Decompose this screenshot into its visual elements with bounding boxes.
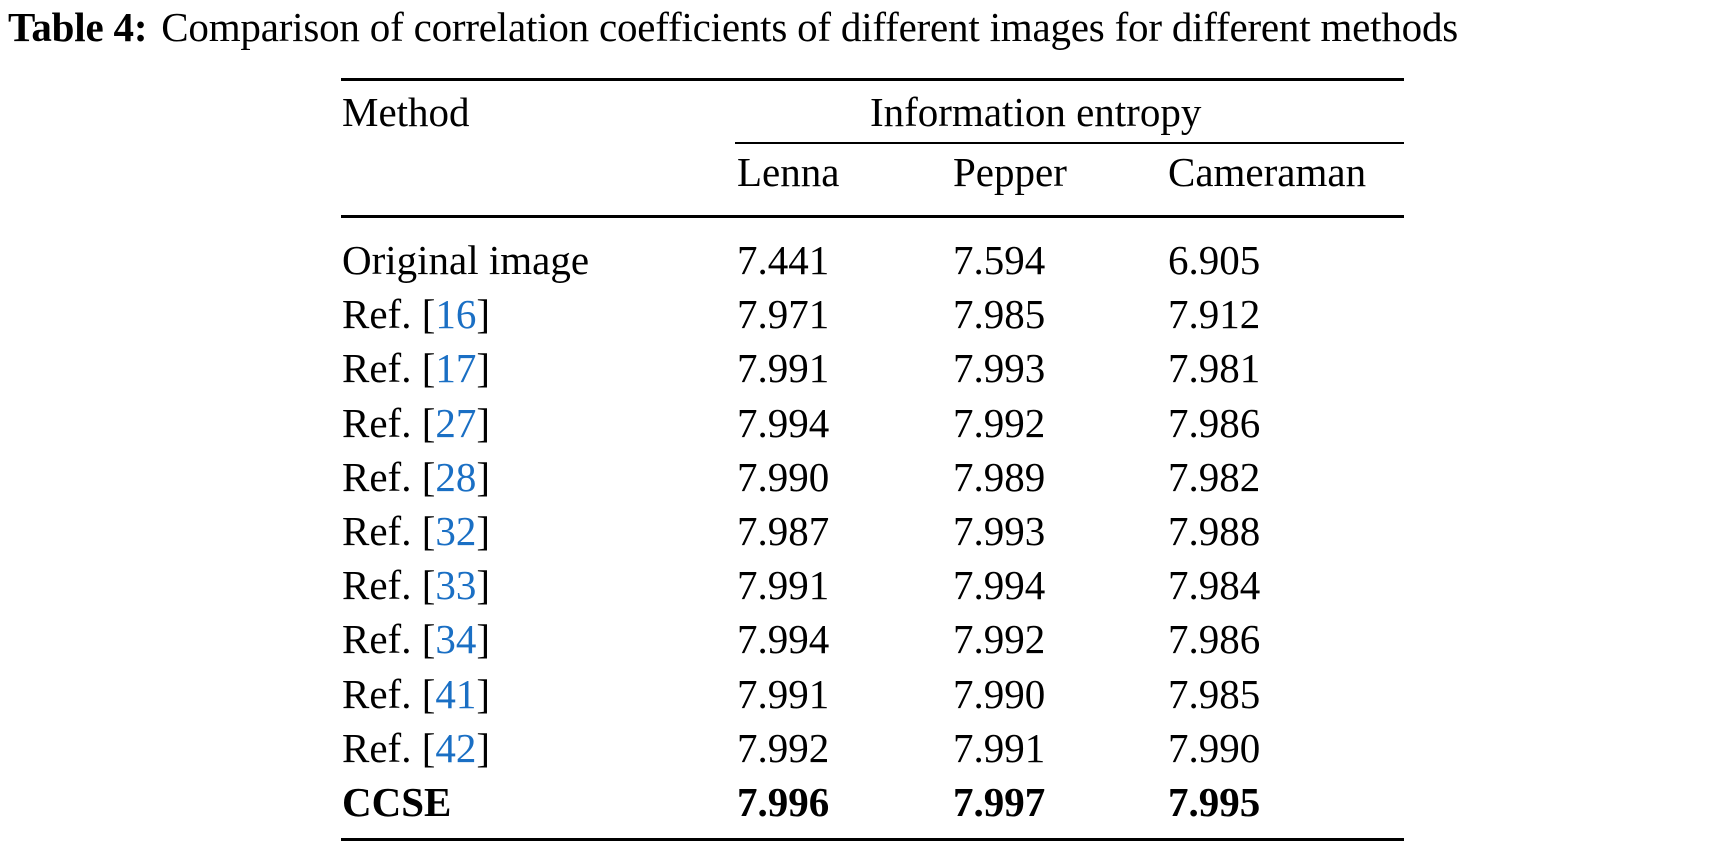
- value-cameraman: 7.990: [1168, 725, 1261, 771]
- value-cameraman: 7.985: [1168, 671, 1261, 717]
- value-pepper: 7.992: [953, 616, 1046, 662]
- value-cameraman: 7.995: [1168, 779, 1261, 825]
- bottom-rule: [341, 838, 1404, 841]
- reference-link[interactable]: 34: [435, 616, 477, 662]
- value-lenna: 7.987: [737, 508, 830, 554]
- value-cameraman: 7.988: [1168, 508, 1261, 554]
- header-lenna: Lenna: [737, 149, 840, 195]
- value-lenna: 7.991: [737, 562, 830, 608]
- value-lenna: 7.994: [737, 616, 830, 662]
- bracket-close: ]: [476, 562, 491, 608]
- value-pepper: 7.985: [953, 291, 1046, 337]
- bracket-close: ]: [476, 400, 491, 446]
- table-caption: Table 4: Comparison of correlation coeffi…: [8, 2, 1458, 52]
- value-cameraman: 7.984: [1168, 562, 1261, 608]
- reference-link[interactable]: 27: [435, 400, 477, 446]
- value-cameraman: 7.986: [1168, 616, 1261, 662]
- bracket-close: ]: [476, 454, 491, 500]
- method-label: Ref. [: [342, 508, 436, 554]
- value-pepper: 7.997: [953, 779, 1046, 825]
- row-method: Ref. [42]: [342, 724, 490, 772]
- top-rule: [341, 78, 1404, 81]
- value-lenna: 7.996: [737, 779, 830, 825]
- value-lenna: 7.441: [737, 237, 830, 283]
- reference-link[interactable]: 17: [435, 345, 477, 391]
- value-lenna: 7.991: [737, 671, 830, 717]
- reference-link[interactable]: 28: [435, 454, 477, 500]
- header-method: Method: [342, 89, 470, 135]
- value-cameraman: 6.905: [1168, 237, 1261, 283]
- value-pepper: 7.992: [953, 400, 1046, 446]
- bracket-close: ]: [476, 508, 491, 554]
- reference-link[interactable]: 16: [435, 291, 477, 337]
- method-label: Ref. [: [342, 725, 436, 771]
- value-cameraman: 7.981: [1168, 345, 1261, 391]
- method-label: CCSE: [342, 779, 452, 825]
- header-cameraman: Cameraman: [1168, 149, 1367, 195]
- method-label: Ref. [: [342, 454, 436, 500]
- method-label: Ref. [: [342, 291, 436, 337]
- row-method: Ref. [28]: [342, 453, 490, 501]
- value-cameraman: 7.912: [1168, 291, 1261, 337]
- value-lenna: 7.971: [737, 291, 830, 337]
- value-pepper: 7.993: [953, 508, 1046, 554]
- row-method: Ref. [17]: [342, 344, 490, 392]
- header-rule: [341, 215, 1404, 218]
- value-lenna: 7.990: [737, 454, 830, 500]
- method-label: Ref. [: [342, 616, 436, 662]
- value-cameraman: 7.982: [1168, 454, 1261, 500]
- bracket-close: ]: [476, 616, 491, 662]
- row-method: Ref. [32]: [342, 507, 490, 555]
- reference-link[interactable]: 41: [435, 671, 477, 717]
- method-label: Ref. [: [342, 671, 436, 717]
- row-method: Original image: [342, 236, 589, 284]
- reference-link[interactable]: 32: [435, 508, 477, 554]
- value-pepper: 7.594: [953, 237, 1046, 283]
- row-method: Ref. [33]: [342, 561, 490, 609]
- header-information-entropy: Information entropy: [870, 89, 1202, 135]
- row-method: Ref. [41]: [342, 670, 490, 718]
- value-lenna: 7.991: [737, 345, 830, 391]
- caption-text: Comparison of correlation coefficients o…: [161, 4, 1459, 50]
- value-pepper: 7.990: [953, 671, 1046, 717]
- bracket-close: ]: [476, 671, 491, 717]
- value-cameraman: 7.986: [1168, 400, 1261, 446]
- group-rule: [735, 142, 1404, 144]
- value-pepper: 7.994: [953, 562, 1046, 608]
- bracket-close: ]: [476, 345, 491, 391]
- method-label: Ref. [: [342, 345, 436, 391]
- bracket-close: ]: [476, 291, 491, 337]
- row-method: CCSE: [342, 778, 451, 826]
- value-lenna: 7.992: [737, 725, 830, 771]
- value-pepper: 7.991: [953, 725, 1046, 771]
- value-pepper: 7.989: [953, 454, 1046, 500]
- caption-label: Table 4:: [8, 4, 148, 50]
- method-label: Ref. [: [342, 400, 436, 446]
- method-label: Ref. [: [342, 562, 436, 608]
- reference-link[interactable]: 33: [435, 562, 477, 608]
- row-method: Ref. [16]: [342, 290, 490, 338]
- reference-link[interactable]: 42: [435, 725, 477, 771]
- row-method: Ref. [27]: [342, 399, 490, 447]
- row-method: Ref. [34]: [342, 615, 490, 663]
- header-pepper: Pepper: [953, 149, 1067, 195]
- bracket-close: ]: [476, 725, 491, 771]
- value-lenna: 7.994: [737, 400, 830, 446]
- method-label: Original image: [342, 237, 590, 283]
- value-pepper: 7.993: [953, 345, 1046, 391]
